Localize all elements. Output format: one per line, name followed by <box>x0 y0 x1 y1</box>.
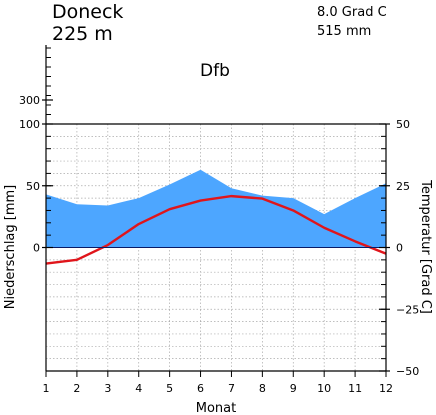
left-tick-label: 0 <box>33 242 40 255</box>
x-tick-label: 3 <box>104 382 111 395</box>
annual-precipitation: 515 mm <box>317 24 371 39</box>
right-tick-label: 50 <box>396 118 410 131</box>
x-tick-label: 12 <box>379 382 393 395</box>
y-axis-left-label: Niederschlag [mm] <box>3 185 18 310</box>
x-tick-label: 7 <box>228 382 235 395</box>
plot-frame <box>45 123 387 372</box>
x-tick-label: 10 <box>317 382 331 395</box>
climate-class: Dfb <box>200 61 230 81</box>
left-tick-label: 50 <box>26 180 40 193</box>
x-tick-label: 6 <box>197 382 204 395</box>
right-tick-label: 25 <box>396 180 410 193</box>
precipitation-area <box>45 169 387 248</box>
mean-temperature: 8.0 Grad C <box>317 5 387 20</box>
right-tick-label: −50 <box>396 365 419 378</box>
x-tick-label: 11 <box>348 382 362 395</box>
upper-tick-label: 300 <box>19 94 40 107</box>
y-axis-right-label: Temperatur [Grad C] <box>418 179 433 314</box>
x-tick-label: 2 <box>73 382 80 395</box>
upper-precipitation-axis: 300 <box>19 45 53 124</box>
station-elevation: 225 m <box>52 23 113 45</box>
right-tick-label: −25 <box>396 303 419 316</box>
precipitation-fill <box>46 169 386 248</box>
left-tick-label: 100 <box>19 118 40 131</box>
station-name: Doneck <box>52 1 123 23</box>
x-tick-label: 1 <box>43 382 50 395</box>
x-tick-label: 9 <box>290 382 297 395</box>
x-axis-label: Monat <box>196 401 236 415</box>
right-tick-label: 0 <box>396 242 403 255</box>
x-tick-label: 8 <box>259 382 266 395</box>
x-tick-label: 5 <box>166 382 173 395</box>
x-tick-label: 4 <box>135 382 142 395</box>
